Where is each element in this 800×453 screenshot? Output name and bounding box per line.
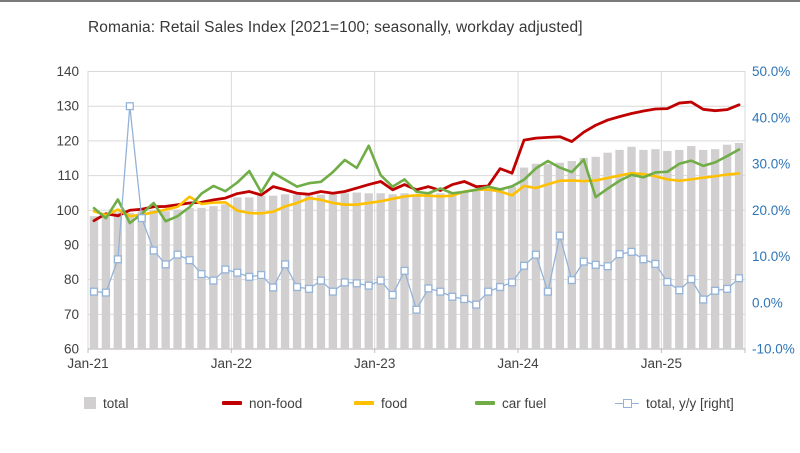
- right-axis-tick: 30.0%: [752, 157, 790, 172]
- legend-item-car-fuel: car fuel: [475, 392, 546, 414]
- legend-item-total-y-y-right-: total, y/y [right]: [615, 392, 734, 414]
- right-axis-tick: -10.0%: [752, 342, 795, 357]
- left-axis-tick: 90: [64, 237, 79, 252]
- legend-swatch-icon: [222, 401, 242, 405]
- left-axis-tick: 70: [64, 307, 79, 322]
- legend-label: food: [381, 395, 408, 411]
- chart-title: Romania: Retail Sales Index [2021=100; s…: [88, 19, 583, 36]
- x-axis-tick: Jan-25: [641, 356, 682, 371]
- chart-legend: total non-food food car fuel total, y/y [rig…: [0, 392, 800, 416]
- legend-label: non-food: [249, 395, 303, 411]
- left-axis-tick: 60: [64, 342, 79, 357]
- legend-swatch-icon: [615, 398, 639, 408]
- legend-swatch-icon: [475, 401, 495, 405]
- right-axis-tick: 50.0%: [752, 64, 790, 79]
- left-axis-tick: 110: [57, 168, 79, 183]
- axis-labels: 140 130 120 110 100 90 80 70 60 50.0% 40.0% 30.0% 20…: [56, 64, 794, 371]
- right-axis-tick: 40.0%: [752, 110, 790, 125]
- legend-swatch-icon: [84, 397, 96, 409]
- x-axis-tick: Jan-22: [211, 356, 252, 371]
- legend-label: total, y/y [right]: [646, 395, 734, 411]
- right-axis-tick: 0.0%: [752, 295, 783, 310]
- legend-item-non-food: non-food: [222, 392, 302, 414]
- legend-swatch-icon: [354, 401, 374, 405]
- x-axis-tick: Jan-24: [497, 356, 539, 371]
- left-axis-tick: 140: [56, 64, 79, 79]
- left-axis-tick: 120: [56, 133, 79, 148]
- legend-item-total: total: [84, 392, 129, 414]
- legend-label: car fuel: [502, 395, 547, 411]
- left-axis-tick: 100: [56, 203, 79, 218]
- left-axis-tick: 80: [64, 272, 79, 287]
- right-axis-tick: 20.0%: [752, 203, 790, 218]
- yoy-markers: [89, 102, 744, 314]
- left-axis-tick: 130: [56, 99, 79, 114]
- legend-item-food: food: [354, 392, 407, 414]
- right-axis-tick: 10.0%: [752, 249, 790, 264]
- legend-label: total: [103, 395, 129, 411]
- x-axis-tick: Jan-21: [67, 356, 108, 371]
- x-axis-tick: Jan-23: [354, 356, 395, 371]
- window-top-edge: [0, 0, 800, 2]
